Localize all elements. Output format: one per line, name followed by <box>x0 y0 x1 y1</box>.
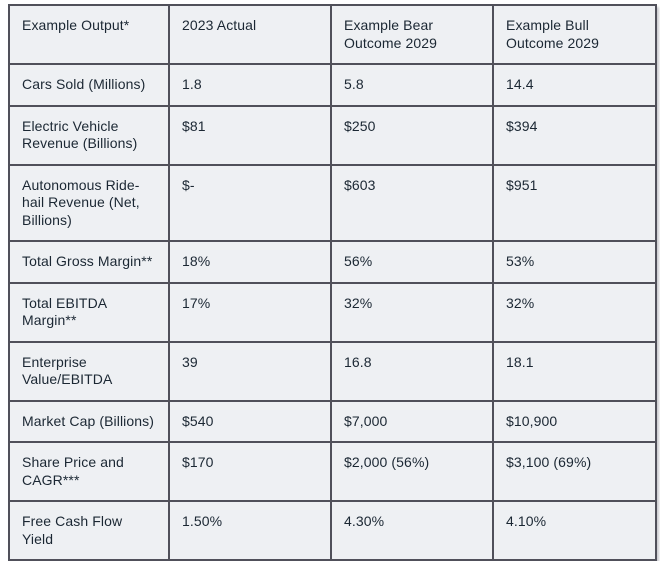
cell-value: 53% <box>492 240 657 284</box>
cell-value: $540 <box>168 399 332 443</box>
table-row-ebitda-margin: Total EBITDA Margin** 17% 32% 32% <box>8 281 657 343</box>
cell-value: 1.8 <box>168 63 332 107</box>
cell-value: $250 <box>330 104 494 166</box>
table-row-fcf-yield: Free Cash Flow Yield 1.50% 4.30% 4.10% <box>8 500 657 561</box>
row-label: Enterprise Value/EBITDA <box>8 340 170 402</box>
table-row-ev-revenue: Electric Vehicle Revenue (Billions) $81 … <box>8 104 657 166</box>
cell-value: 4.30% <box>330 500 494 561</box>
column-header-bear-outcome: Example Bear Outcome 2029 <box>330 4 494 65</box>
cell-value: $170 <box>168 441 332 502</box>
table-body: Cars Sold (Millions) 1.8 5.8 14.4 Electr… <box>8 63 657 561</box>
table-row-market-cap: Market Cap (Billions) $540 $7,000 $10,90… <box>8 399 657 443</box>
cell-value: 16.8 <box>330 340 494 402</box>
header-row: Example Output* 2023 Actual Example Bear… <box>8 4 657 65</box>
column-header-bull-outcome: Example Bull Outcome 2029 <box>492 4 657 65</box>
cell-value: $10,900 <box>492 399 657 443</box>
cell-value: 18% <box>168 240 332 284</box>
financial-projection-table: Example Output* 2023 Actual Example Bear… <box>8 4 657 561</box>
table-header: Example Output* 2023 Actual Example Bear… <box>8 4 657 65</box>
cell-value: 17% <box>168 281 332 343</box>
column-header-example-output: Example Output* <box>8 4 170 65</box>
cell-value: $603 <box>330 163 494 242</box>
row-label: Total Gross Margin** <box>8 240 170 284</box>
row-label: Free Cash Flow Yield <box>8 500 170 561</box>
table-row-ev-ebitda: Enterprise Value/EBITDA 39 16.8 18.1 <box>8 340 657 402</box>
cell-value: 1.50% <box>168 500 332 561</box>
table-row-ridehail-revenue: Autonomous Ride-hail Revenue (Net, Billi… <box>8 163 657 242</box>
column-header-2023-actual: 2023 Actual <box>168 4 332 65</box>
cell-value: 5.8 <box>330 63 494 107</box>
row-label: Cars Sold (Millions) <box>8 63 170 107</box>
table-row-cars-sold: Cars Sold (Millions) 1.8 5.8 14.4 <box>8 63 657 107</box>
cell-value: $3,100 (69%) <box>492 441 657 502</box>
cell-value: $2,000 (56%) <box>330 441 494 502</box>
cell-value: 14.4 <box>492 63 657 107</box>
cell-value: 39 <box>168 340 332 402</box>
row-label: Autonomous Ride-hail Revenue (Net, Billi… <box>8 163 170 242</box>
cell-value: 18.1 <box>492 340 657 402</box>
row-label: Electric Vehicle Revenue (Billions) <box>8 104 170 166</box>
cell-value: $394 <box>492 104 657 166</box>
row-label: Market Cap (Billions) <box>8 399 170 443</box>
cell-value: 56% <box>330 240 494 284</box>
row-label: Total EBITDA Margin** <box>8 281 170 343</box>
cell-value: $951 <box>492 163 657 242</box>
table-row-share-price: Share Price and CAGR*** $170 $2,000 (56%… <box>8 441 657 502</box>
cell-value: 32% <box>330 281 494 343</box>
cell-value: 4.10% <box>492 500 657 561</box>
row-label: Share Price and CAGR*** <box>8 441 170 502</box>
financial-projection-table-container: Example Output* 2023 Actual Example Bear… <box>8 4 657 561</box>
cell-value: $81 <box>168 104 332 166</box>
table-row-gross-margin: Total Gross Margin** 18% 56% 53% <box>8 240 657 284</box>
cell-value: 32% <box>492 281 657 343</box>
cell-value: $- <box>168 163 332 242</box>
cell-value: $7,000 <box>330 399 494 443</box>
